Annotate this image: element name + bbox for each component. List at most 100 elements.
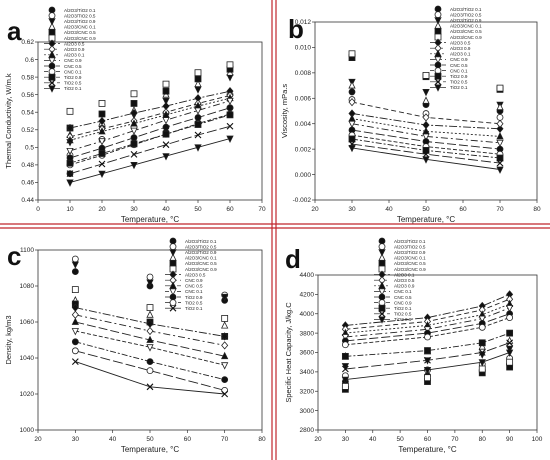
y-tick-label: 0.56 <box>21 92 34 99</box>
y-tick-label: 0.52 <box>21 127 34 134</box>
series-line <box>69 114 231 164</box>
y-axis-title: Density, kg/m3 <box>4 315 13 364</box>
y-tick-label: 0.006 <box>295 95 312 102</box>
chart-panel-c: 20 30 40 50 60 70 80 1000 1020 1040 1060 1080 1100 Te… <box>4 237 266 454</box>
panel-letter: a <box>7 16 22 46</box>
data-point <box>130 134 138 142</box>
x-tick-label: 70 <box>258 206 266 213</box>
legend-entry-label: Al2O3/CNC 0.5 <box>450 29 482 34</box>
legend-marker <box>48 28 56 36</box>
x-tick-label: 30 <box>342 436 350 443</box>
data-point <box>146 304 154 312</box>
data-point <box>71 338 79 346</box>
legend-entry-label: TiO2 0.9 <box>185 295 203 300</box>
series-9 <box>71 328 229 370</box>
data-point <box>496 102 504 111</box>
x-tick-label: 60 <box>226 206 234 213</box>
series-line <box>345 332 510 357</box>
data-point <box>162 87 170 95</box>
x-tick-label: 50 <box>146 436 154 443</box>
y-tick-label: 0.48 <box>21 162 34 169</box>
y-tick-label: 3800 <box>300 330 315 337</box>
chart-panel-a: 0 10 20 30 40 50 60 70 0.44 0.46 0.48 0.5 0.52 0.54 0.… <box>4 6 266 224</box>
legend-marker <box>378 243 386 251</box>
legend-marker <box>48 57 56 65</box>
y-tick-label: 0.002 <box>295 146 312 153</box>
legend-marker <box>48 85 56 93</box>
legend-entry-label: Al2O3/TiO2 0.9 <box>64 19 96 24</box>
legend-entry-label: CNC 0.9 <box>394 300 412 305</box>
x-tick-label: 20 <box>311 206 319 213</box>
legend-entry-label: Al2O3 0.1 <box>64 53 85 58</box>
data-point <box>66 123 74 133</box>
x-tick-label: 0 <box>36 206 40 213</box>
data-point <box>478 365 486 373</box>
data-point <box>98 170 106 179</box>
data-point <box>505 349 514 357</box>
data-point <box>162 153 170 161</box>
series-5 <box>71 286 229 322</box>
chart-panel-d: 20 30 40 50 60 70 80 90 100 2800 3000 3200 3400 3600 3… <box>284 237 543 454</box>
series-8 <box>66 93 234 144</box>
y-tick-label: 1080 <box>20 283 35 290</box>
series-6 <box>66 87 234 133</box>
data-point <box>422 150 430 158</box>
data-point <box>194 107 202 115</box>
legend-entry-label: CNC 0.1 <box>64 69 82 74</box>
legend-marker <box>48 79 56 87</box>
legend-entry-label: Al2O3/CNC 0.1 <box>64 25 96 30</box>
data-point <box>506 339 514 347</box>
legend-entry-label: CNC 0.9 <box>64 58 82 63</box>
legend-entry-label: Al2O3 0.5 <box>394 278 415 283</box>
x-tick-label: 50 <box>194 206 202 213</box>
legend-marker <box>434 49 442 57</box>
data-point <box>506 358 514 366</box>
series-line <box>69 138 231 183</box>
data-point <box>130 150 138 158</box>
x-tick-label: 70 <box>451 436 459 443</box>
series-10 <box>348 126 504 153</box>
legend-entry-label: Al2O3/TiO2 0.9 <box>450 18 482 23</box>
x-tick-label: 60 <box>459 206 467 213</box>
x-tick-label: 80 <box>479 436 487 443</box>
legend-entry-label: Al2O3/CNC 0.9 <box>394 267 426 272</box>
data-point <box>348 114 356 122</box>
y-tick-label: 1100 <box>20 247 34 254</box>
legend-entry-label: CNC 0.9 <box>450 57 468 62</box>
y-tick-label: -0.002 <box>293 197 312 204</box>
series-line <box>69 125 231 175</box>
legend-marker <box>48 73 56 81</box>
data-point <box>146 335 154 343</box>
series-8 <box>71 317 229 360</box>
x-tick-label: 40 <box>369 436 377 443</box>
data-point <box>226 111 234 119</box>
series-14 <box>341 349 514 385</box>
x-tick-label: 50 <box>397 436 405 443</box>
legend-entry-label: Al2O3/TiO2 0.5 <box>450 12 482 17</box>
legend-marker <box>169 299 177 307</box>
data-point <box>194 69 202 77</box>
data-point <box>194 131 202 139</box>
legend-entry-label: Al2O3 0.5 <box>64 41 85 46</box>
legend-entry-label: Al2O3 0.5 <box>185 272 206 277</box>
legend-entry-label: TiO2 0.1 <box>394 306 412 311</box>
data-point <box>505 345 514 354</box>
data-point <box>130 127 138 136</box>
data-point <box>98 100 106 107</box>
legend-marker <box>378 299 386 307</box>
series-2 <box>66 74 234 147</box>
series-7 <box>348 97 504 128</box>
series-line <box>345 352 510 381</box>
data-point <box>221 332 229 341</box>
legend-marker <box>434 67 442 74</box>
series-line <box>69 107 231 159</box>
series-line <box>345 317 510 346</box>
data-point <box>341 365 349 373</box>
x-axis-title: Temperature, °C <box>121 215 180 224</box>
series-7 <box>71 310 229 350</box>
series-line <box>69 97 231 141</box>
y-tick-label: 0.5 <box>25 145 34 152</box>
data-point <box>71 310 79 319</box>
